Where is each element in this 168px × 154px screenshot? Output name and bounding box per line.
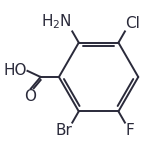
Text: F: F xyxy=(126,123,134,138)
Text: H$_2$N: H$_2$N xyxy=(41,12,72,31)
Text: Br: Br xyxy=(55,123,72,138)
Text: O: O xyxy=(24,89,36,104)
Text: Cl: Cl xyxy=(125,16,140,31)
Text: HO: HO xyxy=(3,63,27,78)
